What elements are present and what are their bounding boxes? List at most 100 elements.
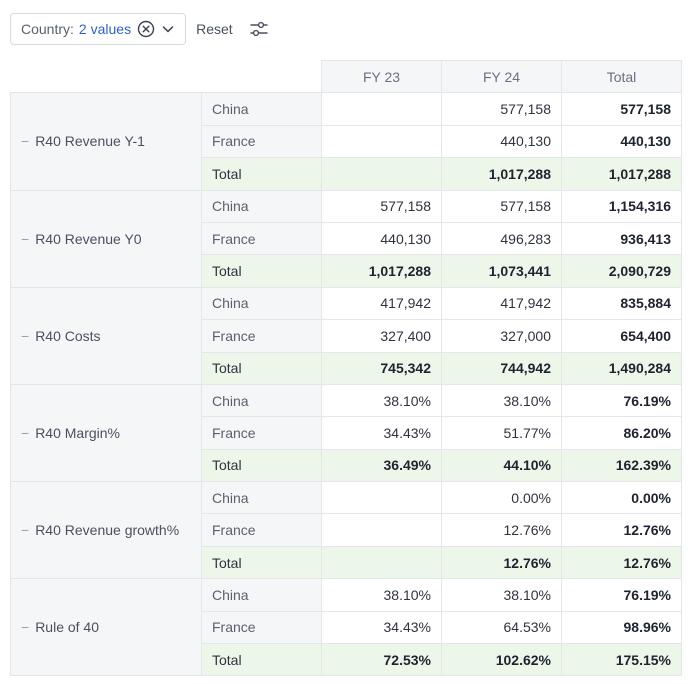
row-group-label: R40 Revenue Y0 bbox=[35, 230, 142, 247]
value-cell-fy23 bbox=[321, 481, 442, 515]
row-group-label: Rule of 40 bbox=[35, 619, 100, 636]
sliders-icon[interactable] bbox=[249, 19, 269, 39]
country-cell: China bbox=[201, 286, 322, 321]
collapse-icon[interactable]: − bbox=[21, 522, 30, 539]
row-group-header[interactable]: − Rule of 40 bbox=[10, 578, 202, 677]
collapse-icon[interactable]: − bbox=[21, 230, 30, 247]
value-cell-fy23: 577,158 bbox=[321, 189, 442, 223]
table-total-row: Total 72.53% 102.62% 175.15% bbox=[11, 643, 682, 677]
value-cell-fy23: 327,400 bbox=[321, 319, 442, 353]
row-group-label: R40 Margin% bbox=[35, 424, 121, 441]
value-cell-fy23 bbox=[321, 513, 442, 547]
value-cell-fy24: 577,158 bbox=[441, 92, 562, 126]
column-header-fy23[interactable]: FY 23 bbox=[321, 59, 442, 94]
table-total-row: Total 745,342 744,942 1,490,284 bbox=[11, 351, 682, 385]
filter-label: Country: bbox=[21, 21, 74, 37]
value-cell-fy23: 38.10% bbox=[321, 383, 442, 418]
table-row: − R40 Revenue growth% China 0.00% 0.00% bbox=[10, 481, 682, 580]
column-header-fy24[interactable]: FY 24 bbox=[441, 59, 562, 94]
collapse-icon[interactable]: − bbox=[21, 424, 30, 441]
value-cell-total: 12.76% bbox=[561, 513, 682, 547]
header-row: FY 23 FY 24 Total bbox=[10, 59, 682, 94]
value-cell-fy24: 44.10% bbox=[441, 448, 562, 483]
row-group-header[interactable]: − R40 Costs bbox=[10, 286, 202, 385]
value-cell-total: 98.96% bbox=[561, 610, 682, 645]
country-filter-chip[interactable]: Country: 2 values bbox=[10, 13, 187, 45]
value-cell-total: 162.39% bbox=[561, 448, 682, 483]
value-cell-fy24: 1,073,441 bbox=[441, 254, 562, 288]
value-cell-fy24: 744,942 bbox=[441, 351, 562, 385]
value-cell-fy23: 36.49% bbox=[321, 448, 442, 483]
value-cell-total: 12.76% bbox=[561, 545, 682, 580]
collapse-icon[interactable]: − bbox=[21, 619, 30, 636]
value-cell-fy24: 327,000 bbox=[441, 319, 562, 353]
value-cell-fy23 bbox=[321, 124, 442, 159]
country-cell: France bbox=[201, 221, 322, 256]
table-row: France 440,130 496,283 936,413 bbox=[11, 221, 682, 256]
value-cell-fy24: 417,942 bbox=[441, 286, 562, 321]
value-cell-total: 835,884 bbox=[561, 286, 682, 321]
value-cell-fy24: 577,158 bbox=[441, 189, 562, 223]
value-cell-total: 76.19% bbox=[561, 578, 682, 612]
value-cell-total: 1,154,316 bbox=[561, 189, 682, 223]
table-row: France 12.76% 12.76% bbox=[11, 513, 682, 547]
table-row: − R40 Margin% China 38.10% 38.10% 76.19% bbox=[10, 383, 682, 483]
table-total-row: Total 1,017,288 1,017,288 bbox=[11, 157, 682, 191]
value-cell-total: 175.15% bbox=[561, 643, 682, 677]
table-total-row: Total 12.76% 12.76% bbox=[11, 545, 682, 580]
value-cell-total: 654,400 bbox=[561, 319, 682, 353]
value-cell-total: 1,017,288 bbox=[561, 157, 682, 191]
chevron-down-icon[interactable] bbox=[161, 22, 175, 36]
corner-cell bbox=[10, 60, 322, 94]
value-cell-fy24: 38.10% bbox=[441, 578, 562, 612]
value-cell-fy23: 440,130 bbox=[321, 221, 442, 256]
table-row: − R40 Costs China 417,942 417,942 835,884 bbox=[10, 286, 682, 385]
value-cell-total: 577,158 bbox=[561, 92, 682, 126]
column-header-total[interactable]: Total bbox=[561, 59, 682, 94]
value-cell-fy23 bbox=[321, 157, 442, 191]
country-cell: China bbox=[201, 481, 322, 515]
table-row: − R40 Revenue Y-1 China 577,158 577,158 bbox=[10, 92, 682, 191]
value-cell-fy23: 34.43% bbox=[321, 416, 442, 450]
value-cell-fy24: 1,017,288 bbox=[441, 157, 562, 191]
country-cell: Total bbox=[201, 351, 322, 385]
collapse-icon[interactable]: − bbox=[21, 327, 30, 344]
table-total-row: Total 1,017,288 1,073,441 2,090,729 bbox=[11, 254, 682, 288]
value-cell-fy24: 440,130 bbox=[441, 124, 562, 159]
clear-filter-icon[interactable] bbox=[137, 20, 155, 38]
table-row: France 440,130 440,130 bbox=[11, 124, 682, 159]
collapse-icon[interactable]: − bbox=[21, 133, 30, 150]
value-cell-fy23: 34.43% bbox=[321, 610, 442, 645]
country-cell: China bbox=[201, 383, 322, 418]
country-cell: China bbox=[201, 92, 322, 126]
value-cell-fy23: 745,342 bbox=[321, 351, 442, 385]
value-cell-fy23: 1,017,288 bbox=[321, 254, 442, 288]
row-group-header[interactable]: − R40 Revenue Y0 bbox=[10, 189, 202, 288]
value-cell-total: 936,413 bbox=[561, 221, 682, 256]
value-cell-total: 2,090,729 bbox=[561, 254, 682, 288]
row-group-header[interactable]: − R40 Revenue Y-1 bbox=[10, 92, 202, 191]
row-group-header[interactable]: − R40 Margin% bbox=[10, 383, 202, 483]
value-cell-fy23 bbox=[321, 92, 442, 126]
value-cell-fy23 bbox=[321, 545, 442, 580]
row-group-label: R40 Costs bbox=[35, 327, 101, 344]
country-cell: France bbox=[201, 610, 322, 645]
value-cell-total: 0.00% bbox=[561, 481, 682, 515]
country-cell: Total bbox=[201, 643, 322, 677]
value-cell-total: 86.20% bbox=[561, 416, 682, 450]
country-cell: China bbox=[201, 189, 322, 223]
row-group-label: R40 Revenue growth% bbox=[35, 522, 180, 539]
country-cell: China bbox=[201, 578, 322, 612]
row-group-header[interactable]: − R40 Revenue growth% bbox=[10, 481, 202, 580]
row-group-label: R40 Revenue Y-1 bbox=[35, 133, 145, 150]
value-cell-total: 76.19% bbox=[561, 383, 682, 418]
country-cell: France bbox=[201, 416, 322, 450]
value-cell-fy23: 72.53% bbox=[321, 643, 442, 677]
country-cell: Total bbox=[201, 545, 322, 580]
reset-button[interactable]: Reset bbox=[196, 21, 233, 37]
table-row: − Rule of 40 China 38.10% 38.10% 76.19% bbox=[10, 578, 682, 677]
value-cell-fy24: 38.10% bbox=[441, 383, 562, 418]
country-cell: France bbox=[201, 513, 322, 547]
value-cell-fy24: 496,283 bbox=[441, 221, 562, 256]
value-cell-fy24: 12.76% bbox=[441, 545, 562, 580]
